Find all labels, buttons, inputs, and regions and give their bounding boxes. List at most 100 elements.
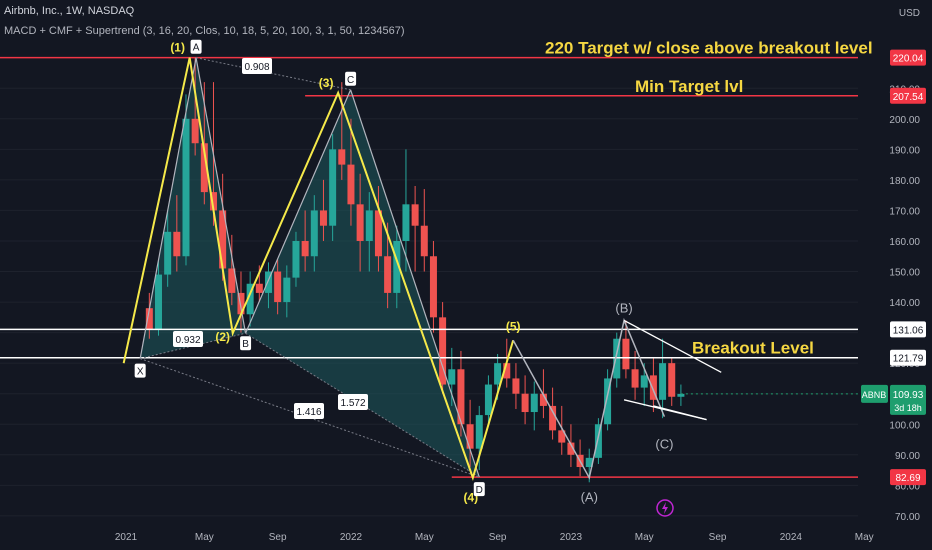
y-tick-label: 160.00: [889, 237, 920, 248]
pattern-leg: [245, 89, 352, 334]
price-level-tag-label: 207.54: [893, 92, 924, 103]
point-label: C: [347, 75, 354, 86]
candle-body: [457, 369, 465, 425]
candle-body: [338, 149, 346, 165]
x-tick-label: May: [855, 532, 874, 543]
candle-body: [439, 317, 447, 385]
bolt-glyph: [662, 502, 668, 514]
candle-body: [530, 393, 538, 413]
candle-body: [145, 308, 153, 330]
indicator-legend: MACD + CMF + Supertrend (3, 16, 20, Clos…: [4, 25, 405, 37]
candle-body: [384, 256, 392, 293]
candle-body: [393, 240, 401, 293]
abc-wave-label: (A): [581, 490, 598, 505]
y-tick-label: 80.00: [895, 481, 920, 492]
price-level-tag: [890, 321, 926, 338]
candle-body: [219, 210, 227, 269]
symbol-title: Airbnb, Inc., 1W, NASDAQ: [4, 5, 135, 17]
point-label-box: [240, 336, 252, 351]
candle-body: [191, 118, 199, 144]
price-level-tag: [890, 349, 926, 366]
pattern-leg: [139, 57, 197, 359]
point-label: A: [193, 43, 200, 54]
candle-body: [182, 118, 190, 257]
point-label-box: [345, 71, 357, 86]
last-price-tag: [890, 384, 926, 415]
candle-body: [402, 204, 410, 241]
candle-body: [154, 274, 162, 330]
price-level-tag-label: 82.69: [895, 473, 920, 484]
point-label: D: [476, 485, 483, 496]
candle-body: [420, 225, 428, 257]
x-tick-label: 2024: [780, 532, 803, 543]
candle-body: [521, 393, 529, 413]
wave-label: (1): [170, 41, 185, 55]
candle-body: [292, 240, 300, 278]
abc-wave-label: (B): [615, 300, 632, 315]
y-tick-label: 140.00: [889, 298, 920, 309]
wave-label: (3): [319, 76, 334, 90]
candle-body: [613, 338, 621, 379]
candle-body: [631, 369, 639, 388]
xab-triangle: [140, 57, 246, 359]
currency-label: USD: [898, 8, 920, 19]
abc-wave-line: [512, 317, 666, 480]
point-label: B: [242, 339, 249, 350]
ticker-label: ABNB: [862, 390, 887, 400]
last-price-label: 109.93: [893, 390, 924, 401]
candle-body: [649, 375, 657, 400]
annotation-min-target: Min Target lvl: [635, 77, 743, 96]
x-tick-label: May: [195, 532, 214, 543]
y-tick-label: 70.00: [895, 512, 920, 523]
annotation-220-target: 220 Target w/ close above breakout level: [545, 39, 873, 58]
candle-body: [209, 192, 217, 211]
ratio-box: [242, 58, 272, 74]
x-tick-label: Sep: [709, 532, 727, 543]
candle-body: [264, 271, 272, 293]
candles: [145, 57, 685, 483]
wave-labels: 220 Target w/ close above breakout level…: [134, 39, 873, 517]
candle-body: [255, 283, 263, 293]
candle-body: [448, 369, 456, 385]
yellow-wave-line: [122, 57, 515, 481]
ratio-label: 1.572: [340, 398, 365, 409]
y-tick-label: 150.00: [889, 268, 920, 279]
candle-body: [237, 292, 245, 315]
x-tick-label: 2023: [560, 532, 583, 543]
ratio-box: [173, 331, 203, 347]
candle-body: [668, 363, 676, 397]
point-label-box: [190, 39, 202, 54]
point-label-box: [134, 363, 146, 378]
candle-body: [466, 424, 474, 449]
ratio-box: [294, 403, 324, 419]
candle-body: [494, 363, 502, 385]
wave-label: (2): [215, 330, 230, 344]
candle-body: [622, 338, 630, 370]
annotation-breakout: Breakout Level: [692, 339, 814, 358]
pattern-leg: [350, 89, 480, 478]
candle-body: [319, 210, 327, 226]
y-tick-label: 180.00: [889, 176, 920, 187]
candle-body: [274, 271, 282, 303]
candle-body: [640, 375, 648, 388]
horizontal-levels: [0, 56, 858, 478]
candle-body: [677, 393, 685, 397]
x-tick-label: 2022: [340, 532, 363, 543]
candle-body: [659, 363, 667, 400]
candle-body: [558, 430, 566, 443]
candle-body: [429, 256, 437, 318]
candle-body: [246, 283, 254, 315]
candle-body: [173, 231, 181, 257]
wave-label: (5): [506, 319, 521, 333]
candle-body: [503, 363, 511, 379]
price-level-tag-label: 121.79: [893, 354, 924, 365]
price-level-tag: [890, 87, 926, 104]
price-level-tag-label: 131.06: [893, 325, 924, 336]
y-tick-label: 100.00: [889, 420, 920, 431]
candle-body: [411, 204, 419, 226]
y-tick-label: 200.00: [889, 115, 920, 126]
candle-body: [356, 204, 364, 241]
candle-body: [475, 415, 483, 449]
upper-trendline: [623, 319, 722, 373]
